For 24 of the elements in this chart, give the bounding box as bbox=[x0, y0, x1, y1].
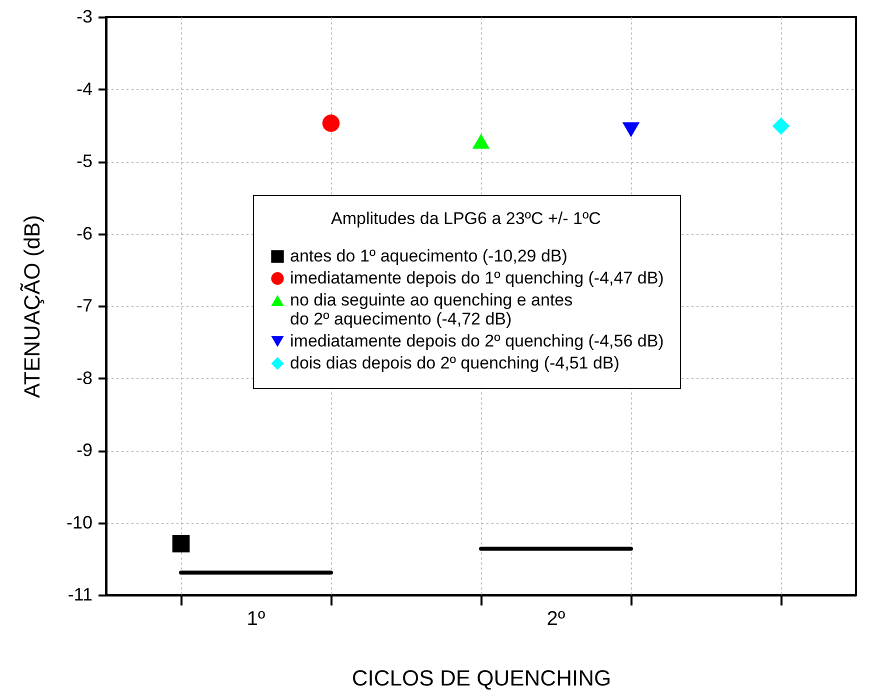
y-tick-label: -8 bbox=[76, 368, 92, 388]
y-tick-label: -7 bbox=[76, 296, 92, 316]
point bbox=[622, 122, 640, 138]
text: 2º bbox=[546, 608, 566, 630]
legend-label: no dia seguinte ao quenching e antes do 2º aquecimento (-4,72 dB) bbox=[290, 290, 573, 328]
legend-label: antes do 1º aquecimento (-10,29 dB) bbox=[290, 246, 568, 266]
y-tick-label: -9 bbox=[76, 440, 92, 460]
y-tick-label: -3 bbox=[76, 6, 92, 26]
point bbox=[472, 134, 490, 149]
point bbox=[772, 117, 790, 135]
legend-title: Amplitudes da LPG6 a 23ºC +/- 1ºC bbox=[331, 209, 601, 228]
point bbox=[172, 535, 190, 552]
y-axis-title: ATENUAÇÃO (dB) bbox=[19, 215, 44, 398]
legend-label: imediatamente depois do 1º quenching (-4,47 dB) bbox=[290, 268, 664, 288]
y-tick-label: -5 bbox=[76, 151, 92, 171]
y-tick-label: -11 bbox=[68, 584, 92, 604]
legend-label: imediatamente depois do 2º quenching (-4,56 dB) bbox=[290, 332, 664, 350]
y-tick-label: -10 bbox=[66, 512, 92, 532]
y-tick-label: -6 bbox=[76, 223, 92, 244]
y-tick-label: -4 bbox=[76, 78, 92, 99]
legend-label: dois dias depois do 2º quenching (-4,51 dB) bbox=[290, 354, 620, 372]
x-axis-title: CICLOS DE QUENCHING bbox=[352, 666, 612, 690]
text: 1º bbox=[246, 608, 266, 630]
point bbox=[322, 114, 340, 132]
